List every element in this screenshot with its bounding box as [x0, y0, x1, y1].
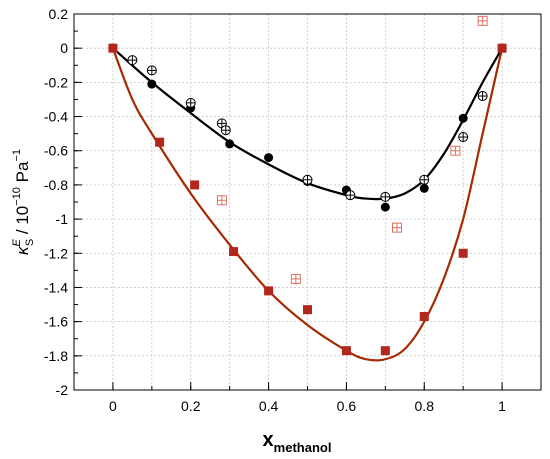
crossed-square-point [478, 16, 487, 25]
y-tick-label: 0 [60, 40, 68, 56]
filled-square-point [229, 247, 238, 256]
crossed-circle-point [381, 192, 390, 201]
filled-square-point [342, 346, 351, 355]
filled-circle-point [381, 203, 390, 212]
x-tick-label: 0.4 [259, 398, 279, 414]
crossed-circle-point [459, 133, 468, 142]
crossed-circle-point [303, 175, 312, 184]
x-tick-label: 0.2 [181, 398, 201, 414]
crossed-circle-point [420, 175, 429, 184]
y-tick-label: -1.2 [44, 245, 68, 261]
filled-circle-point [147, 80, 156, 89]
x-tick-label: 0 [109, 398, 117, 414]
filled-circle-point [264, 153, 273, 162]
y-tick-label: -0.4 [44, 109, 68, 125]
filled-square-point [303, 305, 312, 314]
y-tick-label: -2 [56, 382, 69, 398]
y-tick-label: -0.8 [44, 177, 68, 193]
filled-square-point [155, 138, 164, 147]
y-tick-label: -0.2 [44, 74, 68, 90]
y-axis-label-unit2: Pa [13, 161, 32, 187]
filled-square-point [264, 286, 273, 295]
filled-square-point [420, 312, 429, 321]
crossed-circle-point [221, 126, 230, 135]
y-axis-label-exp: −10 [11, 187, 23, 206]
y-tick-label: -0.6 [44, 143, 68, 159]
y-tick-label: -1.4 [44, 279, 68, 295]
crossed-circle-point [478, 92, 487, 101]
crossed-circle-point [128, 56, 137, 65]
crossed-circle-point [346, 191, 355, 200]
filled-circle-point [420, 184, 429, 193]
crossed-circle-point [186, 98, 195, 107]
y-axis-label-unit: / 10 [13, 206, 32, 239]
x-tick-label: 1 [498, 398, 506, 414]
filled-circle-point [225, 139, 234, 148]
crossed-square-point [451, 146, 460, 155]
filled-square-point [459, 249, 468, 258]
x-tick-label: 0.6 [337, 398, 357, 414]
y-axis-label-sub: S [24, 239, 36, 246]
x-axis-label-main: x [263, 429, 274, 451]
y-tick-label: -1 [56, 211, 69, 227]
filled-circle-point [459, 114, 468, 123]
y-axis-label-unit-exp: −1 [11, 149, 23, 162]
y-tick-label: 0.2 [49, 6, 69, 22]
crossed-square-point [291, 274, 300, 283]
crossed-square-point [217, 196, 226, 205]
y-axis-label: κES / 10−10 Pa−1 [11, 149, 36, 255]
filled-square-point [190, 180, 199, 189]
x-axis-label: xmethanol [263, 429, 332, 455]
x-axis-label-sub: methanol [274, 440, 332, 455]
crossed-circle-point [147, 66, 156, 75]
y-tick-label: -1.6 [44, 314, 68, 330]
crossed-square-point [393, 223, 402, 232]
filled-square-point [381, 346, 390, 355]
filled-square-point [108, 44, 117, 53]
grid [74, 14, 541, 390]
filled-square-point [498, 44, 507, 53]
x-tick-label: 0.8 [415, 398, 435, 414]
y-tick-label: -1.8 [44, 348, 68, 364]
